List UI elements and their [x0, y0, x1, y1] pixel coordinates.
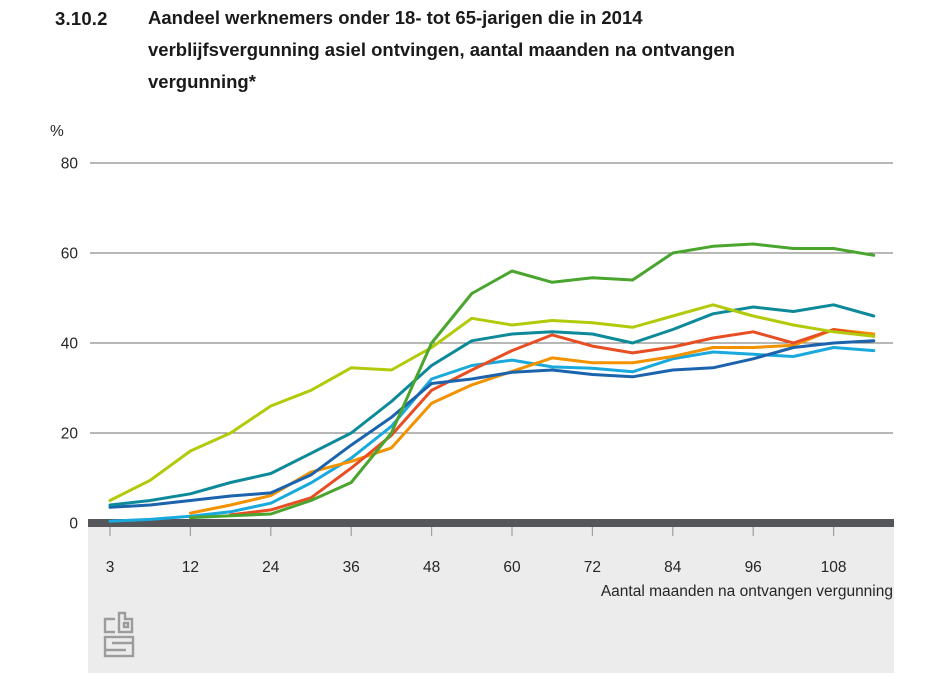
x-tick-label-24: 24	[262, 559, 280, 576]
cbs-logo-shape	[122, 621, 130, 629]
figure-title: Aandeel werknemers onder 18- tot 65-jari…	[148, 2, 735, 98]
cbs-logo	[103, 611, 135, 658]
y-tick-label-40: 40	[61, 336, 79, 353]
cbs-logo-shape	[103, 635, 135, 658]
series-blauw-line	[108, 339, 876, 509]
x-tick-label-36: 36	[343, 559, 360, 576]
x-tick-label-3: 3	[106, 559, 115, 576]
series-rood-line	[229, 328, 876, 517]
x-tick-label-12: 12	[182, 559, 199, 576]
y-tick-label-60: 60	[61, 246, 79, 263]
figure-title-line-1: Aandeel werknemers onder 18- tot 65-jari…	[148, 7, 643, 28]
x-tick-label-60: 60	[503, 559, 521, 576]
figure-title-line-2: verblijfsvergunning asiel ontvingen, aan…	[148, 39, 735, 60]
zero-axis-bar	[88, 519, 894, 527]
below-axis-band	[88, 527, 894, 673]
series-lichtgroen-line	[108, 303, 876, 502]
y-tick-label-0: 0	[69, 516, 78, 533]
x-tick-label-108: 108	[821, 559, 847, 576]
cbs-logo-shape	[117, 611, 134, 634]
series-oranje-line	[188, 328, 876, 515]
x-axis-title: Aantal maanden na ontvangen vergunning	[601, 583, 893, 600]
series-lichtblauw-line	[108, 346, 876, 523]
y-tick-label-20: 20	[61, 426, 79, 443]
y-axis-unit-label: %	[50, 123, 64, 140]
figure-number: 3.10.2	[55, 8, 108, 29]
x-tick-label-48: 48	[423, 559, 440, 576]
x-tick-label-72: 72	[584, 559, 601, 576]
figure-title-line-3: vergunning*	[148, 71, 256, 92]
series-donkergroen-line	[188, 242, 876, 520]
series-petrol-line	[108, 303, 876, 507]
cbs-logo-shape	[103, 617, 115, 634]
x-tick-label-84: 84	[664, 559, 682, 576]
y-tick-label-80: 80	[61, 156, 79, 173]
figure-header: 3.10.2 Aandeel werknemers onder 18- tot …	[55, 7, 735, 98]
x-tick-label-96: 96	[745, 559, 762, 576]
